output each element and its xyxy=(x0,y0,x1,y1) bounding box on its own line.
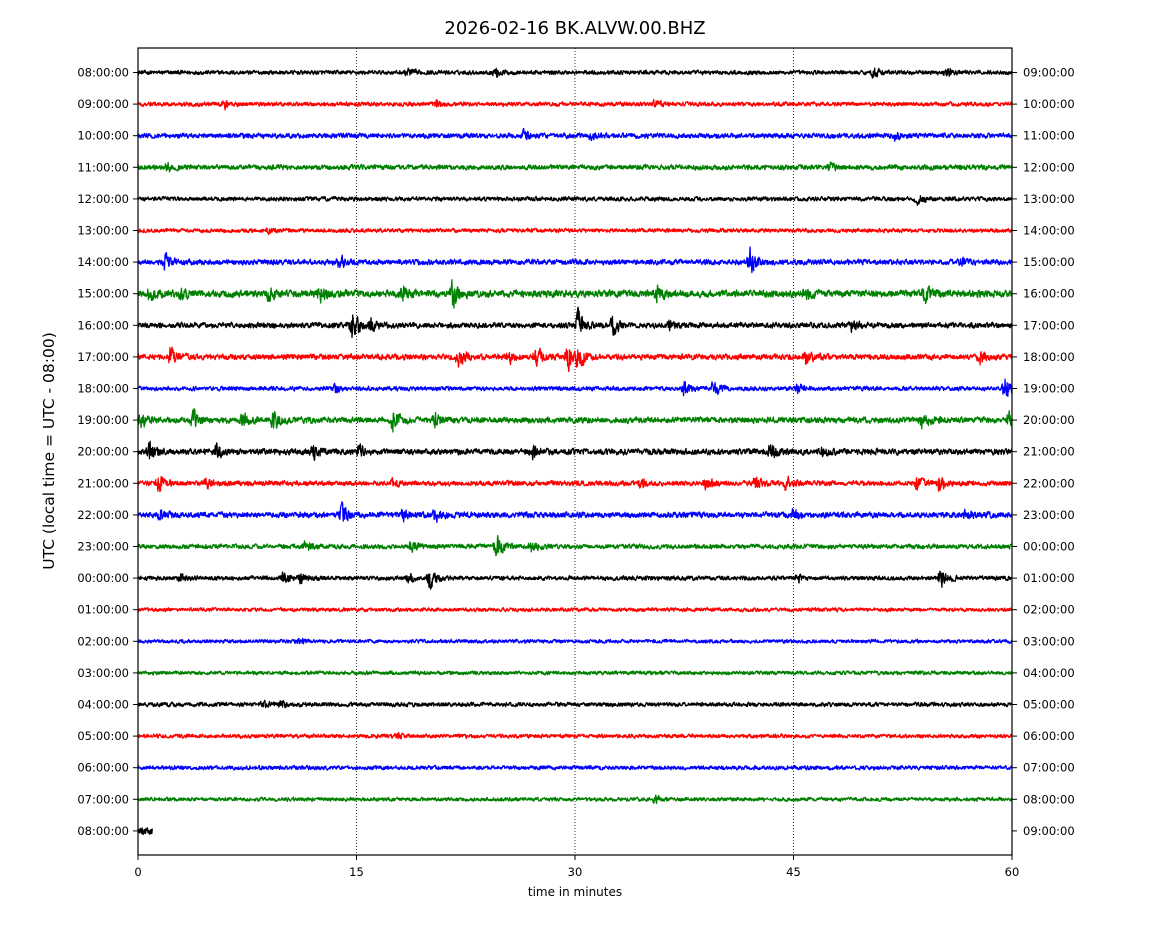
right-tick-label: 04:00:00 xyxy=(1023,666,1075,680)
right-tick-label: 10:00:00 xyxy=(1023,97,1075,111)
right-tick-label: 15:00:00 xyxy=(1023,255,1075,269)
left-tick-label: 21:00:00 xyxy=(77,476,129,490)
trace-11 xyxy=(137,407,1013,433)
left-tick-label: 00:00:00 xyxy=(77,571,129,585)
right-tick-label: 19:00:00 xyxy=(1023,382,1075,396)
right-tick-label: 17:00:00 xyxy=(1023,318,1075,332)
right-tick-label: 07:00:00 xyxy=(1023,761,1075,775)
right-tick-label: 13:00:00 xyxy=(1023,192,1075,206)
right-tick-label: 01:00:00 xyxy=(1023,571,1075,585)
trace-16 xyxy=(137,570,1013,590)
grid-lines xyxy=(356,48,794,855)
trace-14 xyxy=(137,501,1013,524)
trace-2 xyxy=(137,127,1013,142)
trace-18 xyxy=(137,637,1013,645)
trace-7 xyxy=(137,279,1013,309)
trace-15 xyxy=(137,535,1013,557)
trace-12 xyxy=(137,440,1013,461)
left-tick-label: 08:00:00 xyxy=(77,824,129,838)
x-tick-label: 30 xyxy=(568,865,583,879)
x-tick-label: 60 xyxy=(1005,865,1020,879)
trace-8 xyxy=(137,306,1013,339)
trace-21 xyxy=(137,731,1013,740)
right-tick-label: 09:00:00 xyxy=(1023,66,1075,80)
trace-24 xyxy=(137,827,154,836)
left-tick-label: 09:00:00 xyxy=(77,97,129,111)
left-tick-label: 04:00:00 xyxy=(77,698,129,712)
chart-title: 2026-02-16 BK.ALVW.00.BHZ xyxy=(444,18,705,39)
left-tick-label: 15:00:00 xyxy=(77,287,129,301)
right-tick-label: 05:00:00 xyxy=(1023,698,1075,712)
left-tick-label: 16:00:00 xyxy=(77,318,129,332)
trace-10 xyxy=(137,378,1013,397)
trace-0 xyxy=(137,67,1013,79)
left-tick-label: 06:00:00 xyxy=(77,761,129,775)
left-tick-label: 05:00:00 xyxy=(77,729,129,743)
right-tick-label: 12:00:00 xyxy=(1023,160,1075,174)
trace-5 xyxy=(137,227,1013,236)
left-tick-label: 20:00:00 xyxy=(77,445,129,459)
trace-1 xyxy=(137,98,1013,111)
right-tick-label: 20:00:00 xyxy=(1023,413,1075,427)
right-tick-label: 03:00:00 xyxy=(1023,634,1075,648)
left-tick-label: 18:00:00 xyxy=(77,382,129,396)
x-tick-label: 15 xyxy=(349,865,364,879)
right-tick-label: 14:00:00 xyxy=(1023,224,1075,238)
x-tick-label: 0 xyxy=(134,865,141,879)
right-tick-label: 22:00:00 xyxy=(1023,476,1075,490)
x-tick-label: 45 xyxy=(786,865,801,879)
left-tick-label: 23:00:00 xyxy=(77,540,129,554)
x-axis: 0 15 30 45 60 xyxy=(134,855,1019,879)
right-tick-label: 23:00:00 xyxy=(1023,508,1075,522)
left-tick-label: 07:00:00 xyxy=(77,792,129,806)
right-tick-label: 21:00:00 xyxy=(1023,445,1075,459)
y-axis-label: UTC (local time = UTC - 08:00) xyxy=(40,332,58,570)
right-tick-label: 09:00:00 xyxy=(1023,824,1075,838)
trace-22 xyxy=(137,764,1013,771)
trace-19 xyxy=(137,670,1013,676)
left-tick-label: 17:00:00 xyxy=(77,350,129,364)
right-tick-label: 02:00:00 xyxy=(1023,603,1075,617)
left-tick-label: 19:00:00 xyxy=(77,413,129,427)
left-tick-label: 02:00:00 xyxy=(77,634,129,648)
right-tick-label: 11:00:00 xyxy=(1023,129,1075,143)
left-tick-label: 13:00:00 xyxy=(77,224,129,238)
seismic-traces xyxy=(137,67,1013,836)
left-tick-label: 10:00:00 xyxy=(77,129,129,143)
left-time-axis: 08:00:00 09:00:00 10:00:00 11:00:00 12:00:00… xyxy=(77,66,138,838)
left-tick-label: 03:00:00 xyxy=(77,666,129,680)
right-tick-label: 08:00:00 xyxy=(1023,792,1075,806)
right-tick-label: 00:00:00 xyxy=(1023,540,1075,554)
trace-23 xyxy=(137,794,1013,805)
trace-17 xyxy=(137,606,1013,613)
left-tick-label: 11:00:00 xyxy=(77,160,129,174)
trace-9 xyxy=(137,346,1013,373)
left-tick-label: 01:00:00 xyxy=(77,603,129,617)
trace-13 xyxy=(137,475,1013,493)
x-axis-label: time in minutes xyxy=(528,885,622,899)
left-tick-label: 08:00:00 xyxy=(77,66,129,80)
trace-20 xyxy=(137,699,1013,709)
right-tick-label: 06:00:00 xyxy=(1023,729,1075,743)
trace-3 xyxy=(137,161,1013,173)
left-tick-label: 14:00:00 xyxy=(77,255,129,269)
trace-4 xyxy=(137,195,1013,206)
right-time-axis: 09:00:00 10:00:00 11:00:00 12:00:00 13:00:00… xyxy=(1012,66,1075,838)
right-tick-label: 18:00:00 xyxy=(1023,350,1075,364)
left-tick-label: 12:00:00 xyxy=(77,192,129,206)
trace-6 xyxy=(137,246,1013,274)
left-tick-label: 22:00:00 xyxy=(77,508,129,522)
right-tick-label: 16:00:00 xyxy=(1023,287,1075,301)
